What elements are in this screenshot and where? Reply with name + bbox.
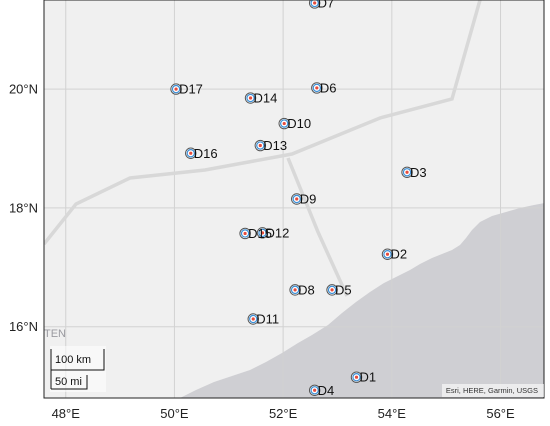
marker-ring [256,141,265,150]
marker-d11[interactable]: D11 [247,311,279,326]
marker-d15[interactable]: D15 [239,226,272,241]
latitude-tick-label: 18°N [9,200,38,215]
longitude-tick-label: 50°E [160,406,189,421]
marker-ring [383,250,392,259]
marker-d6[interactable]: D6 [311,80,337,95]
marker-dot [174,87,178,91]
marker-ring [327,285,337,295]
marker-label: D16 [194,146,218,161]
marker-label: D13 [263,138,287,153]
marker-d8[interactable]: D8 [289,282,315,297]
longitude-tick-label: 48°E [52,406,81,421]
marker-d1[interactable]: D1 [350,370,377,385]
marker-d16[interactable]: D16 [185,146,218,161]
map-frame [43,0,545,399]
marker-dot [313,1,317,5]
marker-label: D10 [287,116,311,131]
markers-layer: D1 D2 D3 D4 D5 D6 D7 D8 D9 D10 D11 D12 D13 D14 D15 D16 D… [170,0,427,398]
marker-dot [330,288,334,292]
marker-d9[interactable]: D9 [291,192,317,207]
country-borders [44,0,482,297]
marker-label: D6 [320,80,337,95]
marker-d3[interactable]: D3 [401,165,427,180]
marker-dot [258,143,262,148]
latitude-tick-label: 16°N [9,319,38,334]
marker-dot [251,317,255,321]
latitude-tick-label: 20°N [9,82,38,97]
marker-dot [248,96,253,100]
marker-label: D5 [335,282,352,297]
scale-bar-mi-line [50,370,88,390]
marker-d7[interactable]: D7 [308,0,335,10]
marker-label: D9 [300,192,317,207]
marker-d4[interactable]: D4 [308,383,335,398]
marker-label: D1 [360,370,377,385]
marker-ring [310,386,319,395]
marker-label: D4 [318,383,335,398]
marker-ring [249,314,258,324]
border-line-north [44,0,482,246]
marker-d10[interactable]: D10 [278,116,311,131]
marker-ring [280,119,289,128]
marker-ring [310,0,319,8]
marker-ring [246,93,255,103]
longitude-tick-labels: 48°E 50°E 52°E 54°E 56°E [52,406,515,421]
marker-dot [282,121,286,126]
scale-bar-background [50,346,106,392]
graticule [44,0,544,398]
border-line-south [286,157,349,297]
marker-d2[interactable]: D2 [381,247,407,262]
marker-ring [352,373,361,382]
latitude-tick-labels: 16°N 18°N 20°N [9,82,38,335]
marker-ring [292,194,301,204]
marker-label: D15 [248,226,272,241]
marker-dot [315,86,319,90]
marker-d5[interactable]: D5 [326,282,352,297]
longitude-tick-label: 56°E [486,406,515,421]
marker-d12[interactable]: D12 [256,225,289,240]
marker-dot [385,252,390,256]
scale-bar-mi-label: 50 mi [55,376,82,388]
edge-place-label: TEN [44,328,66,340]
longitude-tick-label: 54°E [378,406,407,421]
marker-d14[interactable]: D14 [244,91,278,106]
marker-d13[interactable]: D13 [254,138,287,153]
marker-ring [240,229,250,238]
attribution-background [442,384,544,397]
marker-dot [405,170,409,174]
marker-ring [312,83,322,93]
marker-dot [295,197,299,201]
marker-ring [258,228,267,238]
sea-area [180,203,544,398]
marker-dot [260,231,265,235]
marker-label: D8 [298,282,315,297]
marker-ring [402,168,412,177]
marker-dot [243,231,247,236]
marker-dot [189,151,193,155]
marker-dot [354,375,359,379]
marker-d17[interactable]: D17 [170,82,203,97]
marker-ring [171,84,181,94]
marker-dot [313,388,317,392]
marker-ring [186,149,195,158]
scale-bar-km-line [50,349,105,371]
marker-label: D2 [390,247,407,262]
marker-label: D7 [318,0,335,10]
marker-label: D11 [256,311,279,326]
attribution-text: Esri, HERE, Garmin, USGS [446,386,538,395]
marker-label: D3 [410,165,427,180]
scale-bar-km-label: 100 km [55,354,91,366]
marker-label: D12 [265,225,289,240]
marker-dot [293,288,297,292]
marker-label: D17 [179,82,203,97]
marker-label: D14 [254,91,278,106]
scale-bar: 100 km 50 mi [50,346,106,392]
longitude-tick-label: 52°E [269,406,298,421]
marker-ring [290,285,300,295]
